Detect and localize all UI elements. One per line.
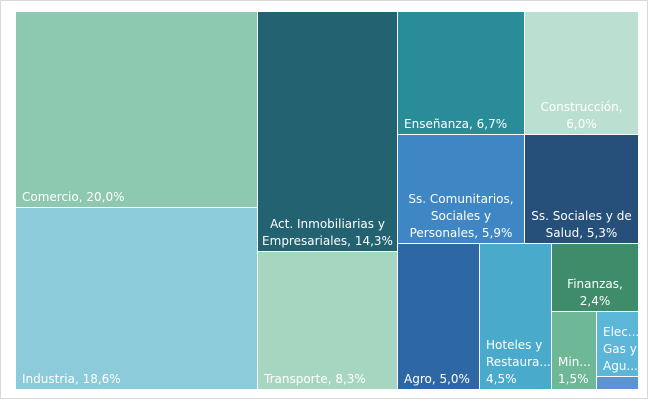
treemap-label-line: Finanzas, <box>567 277 623 291</box>
treemap-label-line: 6,0% <box>566 117 597 131</box>
treemap-label-construccion: Construcción, 6,0% <box>540 100 622 131</box>
treemap-rect-ss-sociales-y-de-salud <box>525 135 638 243</box>
treemap-label-line: Transporte, 8,3% <box>263 372 366 386</box>
treemap-cell-industria: Industria, 18,6% <box>16 208 257 389</box>
treemap-label-act-inmobiliarias-y-empresariales: Act. Inmobiliarias y Empresariales, 14,3% <box>262 217 393 248</box>
treemap-label-line: Personales, 5,9% <box>410 226 513 240</box>
treemap-cell-ss-comunitarios-sociales-y-personales: Ss. Comunitarios, Sociales y Personales, 5… <box>398 135 524 243</box>
treemap-rect-act-inmobiliarias-y-empresariales <box>258 12 397 251</box>
treemap-cell-mineria: Min... 1,5% <box>552 312 596 389</box>
treemap-label-ensenanza: Enseñanza, 6,7% <box>404 117 507 131</box>
treemap-rect-ensenanza <box>398 12 524 134</box>
treemap-label-line: Empresariales, 14,3% <box>262 234 393 248</box>
treemap-cell-act-inmobiliarias-y-empresariales: Act. Inmobiliarias y Empresariales, 14,3% <box>258 12 397 251</box>
treemap-rect-ss-comunitarios-sociales-y-personales <box>398 135 524 243</box>
treemap-cell-ss-sociales-y-de-salud: Ss. Sociales y de Salud, 5,3% <box>525 135 638 243</box>
treemap-label-line: 4,5% <box>486 372 517 386</box>
treemap-label-line: Elec... <box>603 325 639 339</box>
treemap-label-transporte: Transporte, 8,3% <box>263 372 366 386</box>
treemap-label-hoteles-y-restaurantes: Hoteles y Restaura... 4,5% <box>486 338 551 386</box>
treemap-label-line: Min... <box>558 355 591 369</box>
treemap-label-ss-sociales-y-de-salud: Ss. Sociales y de Salud, 5,3% <box>531 209 631 240</box>
treemap-label-agro: Agro, 5,0% <box>404 372 470 386</box>
treemap-label-electricidad-gas-y-agua: Elec... Gas y Agu... <box>603 325 639 373</box>
treemap-label-line: Enseñanza, 6,7% <box>404 117 507 131</box>
treemap-label-line: Agro, 5,0% <box>404 372 470 386</box>
treemap-label-line: Restaura... <box>486 355 551 369</box>
treemap-label-line: Comercio, 20,0% <box>22 190 125 204</box>
treemap-cell-finanzas: Finanzas, 2,4% <box>552 244 638 311</box>
treemap-cell-hoteles-y-restaurantes: Hoteles y Restaura... 4,5% <box>480 244 551 389</box>
treemap-label-line: 1,5% <box>558 372 589 386</box>
treemap-label-line: 2,4% <box>580 294 611 308</box>
treemap-rect-comercio <box>16 12 257 207</box>
treemap-label-ss-comunitarios-sociales-y-personales: Ss. Comunitarios, Sociales y Personales, 5… <box>408 192 513 240</box>
treemap-rect-electricidad-gas-y-agua <box>597 312 638 376</box>
treemap-label-line: Gas y <box>603 342 637 356</box>
treemap-cell-construccion: Construcción, 6,0% <box>525 12 638 134</box>
treemap-label-line: Ss. Comunitarios, <box>408 192 513 206</box>
treemap-label-mineria: Min... 1,5% <box>558 355 591 386</box>
treemap-label-line: Ss. Sociales y de <box>531 209 631 223</box>
treemap-label-finanzas: Finanzas, 2,4% <box>567 277 623 308</box>
treemap-cell-agro: Agro, 5,0% <box>398 244 479 389</box>
treemap-cell-transporte: Transporte, 8,3% <box>258 252 397 389</box>
treemap-label-line: Act. Inmobiliarias y <box>270 217 385 231</box>
treemap-label-comercio: Comercio, 20,0% <box>22 190 125 204</box>
treemap-label-line: Construcción, <box>540 100 622 114</box>
treemap-cell-otros <box>597 377 638 389</box>
treemap-label-line: Sociales y <box>431 209 491 223</box>
treemap-rect-hoteles-y-restaurantes <box>480 244 551 389</box>
treemap-label-line: Salud, 5,3% <box>546 226 618 240</box>
treemap-rect-industria <box>16 208 257 389</box>
treemap-rect-otros <box>597 377 638 389</box>
treemap-label-line: Agu... <box>603 359 638 373</box>
treemap-label-industria: Industria, 18,6% <box>22 372 121 386</box>
treemap-cell-ensenanza: Enseñanza, 6,7% <box>398 12 524 134</box>
treemap-rect-transporte <box>258 252 397 389</box>
treemap-rect-agro <box>398 244 479 389</box>
treemap-label-line: Hoteles y <box>486 338 542 352</box>
treemap-rect-finanzas <box>552 244 638 311</box>
treemap-rect-mineria <box>552 312 596 389</box>
treemap-label-line: Industria, 18,6% <box>22 372 121 386</box>
treemap-cell-electricidad-gas-y-agua: Elec... Gas y Agu... <box>597 312 639 376</box>
treemap-rect-construccion <box>525 12 638 134</box>
treemap-cell-comercio: Comercio, 20,0% <box>16 12 257 207</box>
